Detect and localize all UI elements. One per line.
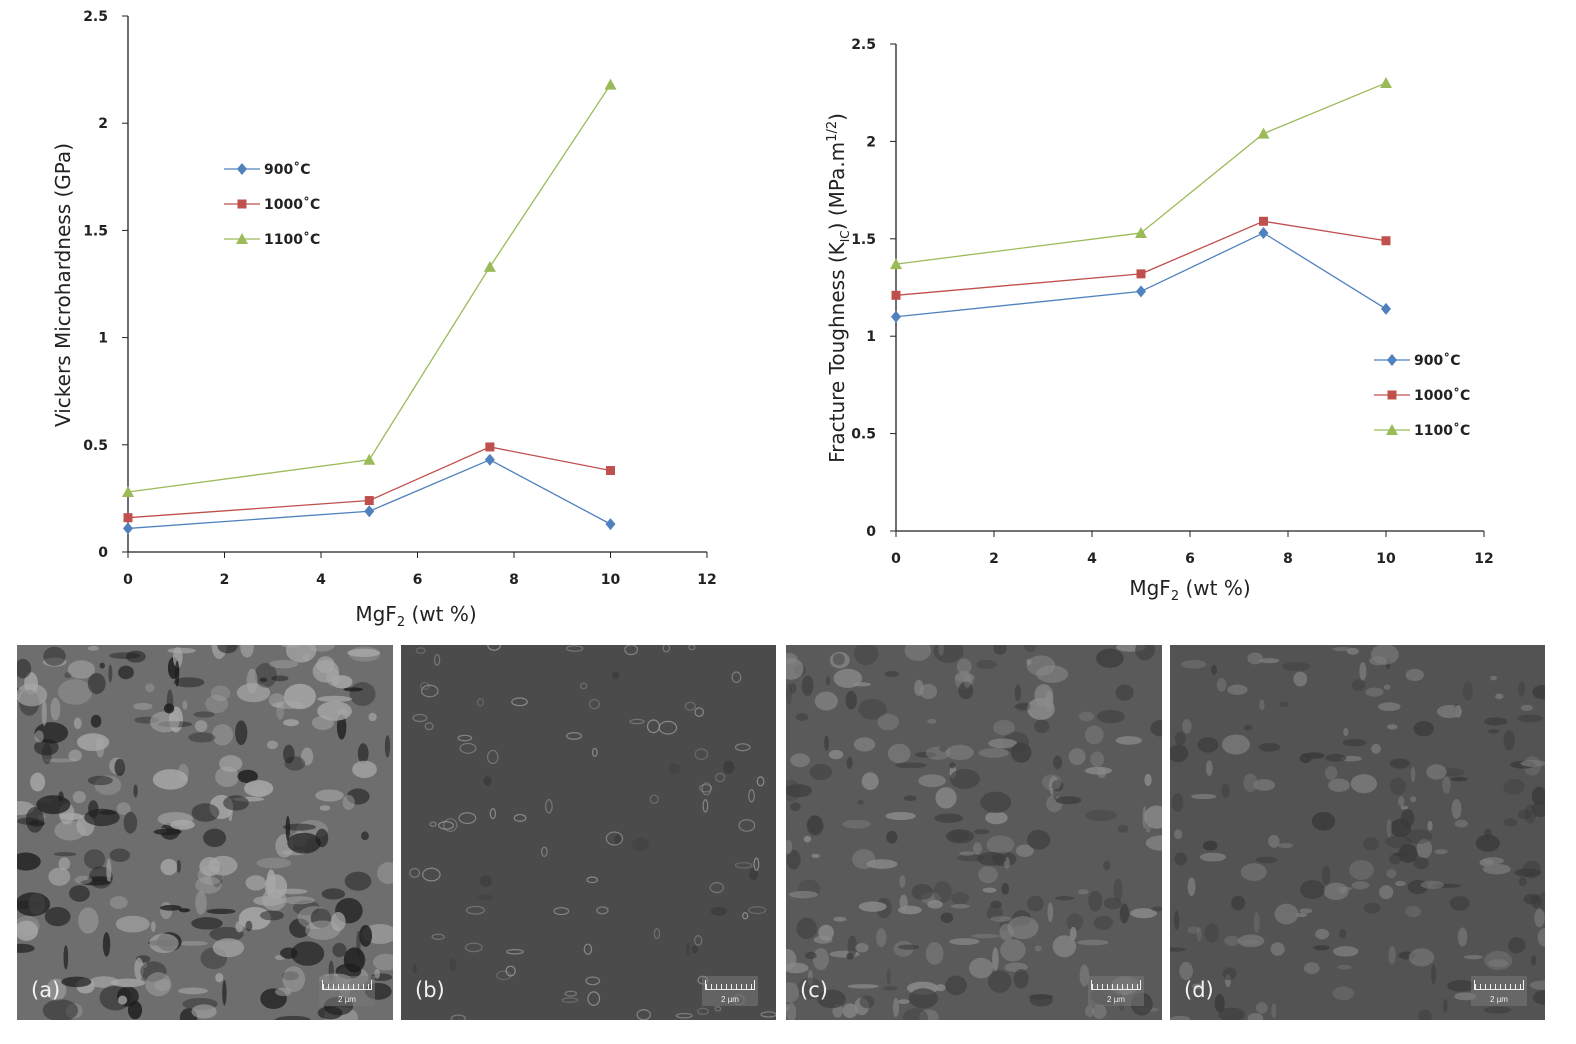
x-tick-label: 6: [413, 572, 423, 588]
data-point-triangle: [1380, 76, 1392, 88]
x-tick-label: 6: [1185, 551, 1195, 567]
data-point-square: [1136, 269, 1146, 279]
data-point-diamond: [1381, 302, 1391, 315]
data-point-diamond: [484, 453, 495, 466]
legend-marker-square: [237, 199, 247, 209]
legend-label: 1100˚C: [264, 231, 320, 248]
legend-label: 900˚C: [1414, 352, 1461, 369]
series-line-900: [127, 459, 611, 530]
micrograph-b: (b) 2 µm: [401, 645, 776, 1020]
data-point-triangle: [890, 258, 902, 270]
micrograph-c: (c) 2 µm: [786, 645, 1162, 1020]
x-tick-label: 4: [1087, 551, 1097, 567]
x-tick-label: 2: [220, 572, 230, 588]
y-tick-label: 2: [866, 134, 876, 150]
scale-bar: 2 µm: [1088, 976, 1144, 1006]
x-axis-label: MgF2 (wt %): [355, 602, 476, 630]
microhardness-chart: MgF2 (wt %) Vickers Microhardness (GPa) …: [51, 9, 717, 630]
sem-texture: [786, 645, 1162, 1020]
y-tick-label: 0: [98, 545, 108, 561]
series-line-1100: [895, 82, 1387, 265]
legend-marker-diamond: [1387, 354, 1397, 366]
legend-marker-triangle: [236, 233, 248, 244]
data-point-diamond: [1258, 226, 1269, 239]
legend-label: 1000˚C: [1414, 387, 1470, 404]
y-tick-label: 2.5: [83, 9, 108, 25]
micrograph-a: (a) 2 µm: [17, 645, 393, 1020]
data-point-triangle: [483, 260, 496, 272]
x-tick-label: 0: [891, 551, 901, 567]
scale-bar: 2 µm: [319, 976, 375, 1006]
data-point-triangle: [122, 485, 134, 497]
y-tick-label: 1: [98, 331, 108, 347]
fracture-toughness-chart: MgF2 (wt %) Fracture Toughness (KIC) (MP…: [825, 37, 1494, 604]
legend-marker-triangle: [1386, 424, 1398, 435]
x-tick-label: 12: [697, 572, 716, 588]
series-line-900: [895, 232, 1387, 318]
data-point-square: [1259, 216, 1268, 226]
data-point-diamond: [364, 505, 375, 518]
x-tick-label: 8: [509, 572, 519, 588]
micrograph-label: (b): [415, 978, 445, 1002]
data-point-square: [485, 442, 495, 452]
data-point-diamond: [605, 518, 616, 531]
legend-label: 1100˚C: [1414, 422, 1470, 439]
y-tick-label: 2.5: [851, 37, 876, 53]
legend-marker-diamond: [237, 163, 247, 175]
y-tick-label: 0: [866, 524, 876, 540]
y-axis-label: Vickers Microhardness (GPa): [51, 143, 75, 427]
y-tick-label: 1.5: [851, 232, 876, 248]
y-tick-label: 1.5: [83, 223, 108, 239]
data-point-triangle: [604, 78, 617, 90]
x-tick-label: 12: [1474, 551, 1493, 567]
data-point-square: [123, 513, 133, 523]
series-line-1000: [895, 220, 1387, 296]
data-point-diamond: [123, 522, 133, 535]
data-point-square: [1381, 236, 1391, 246]
micrograph-d: (d) 2 µm: [1170, 645, 1545, 1020]
y-tick-label: 2: [98, 116, 108, 132]
series-line-1100: [127, 84, 612, 493]
x-tick-label: 10: [1376, 551, 1396, 567]
data-point-diamond: [1136, 285, 1146, 298]
scale-bar: 2 µm: [702, 976, 758, 1006]
data-point-diamond: [891, 310, 901, 323]
data-point-triangle: [1135, 226, 1147, 238]
micrograph-label: (d): [1184, 978, 1214, 1002]
micrograph-label: (a): [31, 978, 61, 1002]
x-tick-label: 2: [989, 551, 999, 567]
x-tick-label: 8: [1283, 551, 1293, 567]
legend-label: 1000˚C: [264, 196, 320, 213]
legend-marker-square: [1387, 390, 1397, 400]
legend-label: 900˚C: [264, 161, 311, 178]
charts-area: MgF2 (wt %) Vickers Microhardness (GPa) …: [51, 9, 1494, 630]
y-tick-label: 1: [866, 329, 876, 345]
sem-texture: [17, 645, 393, 1020]
data-point-triangle: [363, 453, 376, 465]
data-point-square: [364, 496, 374, 506]
x-tick-label: 10: [601, 572, 621, 588]
y-tick-label: 0.5: [83, 438, 108, 454]
data-point-square: [891, 290, 901, 300]
x-tick-label: 4: [316, 572, 326, 588]
y-tick-label: 0.5: [851, 427, 876, 443]
micrograph-label: (c): [800, 978, 828, 1002]
x-tick-label: 0: [123, 572, 133, 588]
data-point-triangle: [1257, 127, 1270, 139]
x-axis-label: MgF2 (wt %): [1129, 576, 1250, 604]
scale-bar: 2 µm: [1471, 976, 1527, 1006]
data-point-square: [606, 466, 615, 476]
sem-texture: [409, 645, 776, 1020]
series-line-1000: [127, 446, 611, 519]
y-axis-label: Fracture Toughness (KIC) (MPa.m1/2): [825, 113, 852, 463]
sem-texture: [1170, 645, 1545, 1020]
